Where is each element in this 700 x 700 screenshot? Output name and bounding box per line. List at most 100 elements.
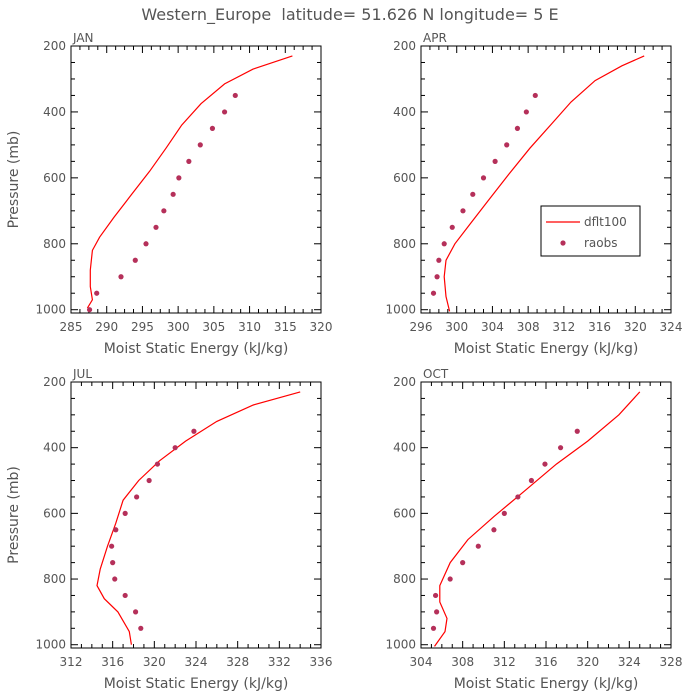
panel-label: JUL [72, 367, 92, 381]
data-point-raobs [134, 494, 140, 500]
data-point-raobs [432, 592, 439, 599]
data-point-raobs [154, 461, 161, 467]
x-tick-label: 336 [310, 655, 333, 669]
y-tick-label: 400 [393, 105, 416, 119]
panel-jul: JUL 312 316 320 324 328 332 336 200 400 600 800 1000… [6, 367, 332, 692]
y-tick-label: 400 [43, 105, 66, 119]
y-tick-label: 800 [393, 237, 416, 251]
data-point-raobs [161, 208, 167, 214]
data-point-raobs [532, 92, 538, 99]
plot-frame [420, 45, 672, 314]
y-tick-label: 800 [43, 572, 66, 586]
y-tick-label: 1000 [35, 303, 66, 317]
data-point-raobs [515, 494, 521, 500]
x-tick-label: 320 [310, 320, 333, 334]
x-tick-label: 315 [274, 320, 297, 334]
x-tick-label: 320 [576, 655, 599, 669]
x-tick-label: 304 [410, 655, 433, 669]
data-point-raobs [557, 445, 564, 451]
y-tick-label: 200 [43, 39, 66, 53]
y-tick-label: 400 [393, 441, 416, 455]
x-tick-label: 308 [517, 320, 540, 334]
data-point-raobs [143, 241, 149, 247]
y-tick-label: 600 [43, 171, 66, 185]
x-axis-label: Moist Static Energy (kJ/kg) [454, 341, 639, 357]
data-point-raobs [146, 477, 152, 484]
series-line-dflt100 [86, 55, 293, 309]
data-point-raobs [528, 477, 535, 484]
data-point-raobs [172, 445, 178, 451]
legend-box [540, 205, 641, 257]
data-point-raobs [436, 257, 442, 263]
y-tick-label: 800 [43, 237, 66, 251]
data-point-raobs [460, 208, 466, 214]
x-tick-label: 324 [660, 320, 683, 334]
legend: dflt100 raobs [540, 205, 641, 257]
data-point-raobs [86, 307, 93, 313]
data-point-raobs [112, 576, 118, 582]
y-tick-label: 1000 [35, 638, 66, 652]
x-tick-label: 328 [660, 655, 683, 669]
x-tick-label: 300 [167, 320, 190, 334]
legend-line-label: dflt100 [584, 215, 627, 229]
y-tick-label: 200 [43, 375, 66, 389]
data-point-raobs [113, 527, 119, 533]
data-point-raobs [197, 142, 203, 148]
legend-point-swatch [560, 240, 566, 246]
data-point-raobs [523, 109, 529, 115]
panel-apr: APR 296 300 304 308 312 316 320 324 200 400 600 800 1… [385, 31, 682, 357]
data-point-raobs [221, 109, 228, 115]
x-tick-label: 290 [95, 320, 118, 334]
x-tick-label: 320 [143, 655, 166, 669]
y-axis-label: Pressure (mb) [6, 466, 22, 564]
data-point-raobs [110, 560, 116, 566]
plot-frame [70, 381, 322, 649]
x-tick-label: 308 [451, 655, 474, 669]
x-tick-label: 296 [410, 320, 433, 334]
data-point-raobs [109, 543, 115, 549]
x-tick-label: 316 [535, 655, 558, 669]
x-tick-label: 324 [618, 655, 641, 669]
data-point-raobs [170, 191, 176, 197]
data-point-raobs [232, 92, 238, 99]
data-point-raobs [430, 625, 437, 631]
data-point-raobs [186, 158, 192, 164]
data-point-raobs [441, 241, 447, 247]
data-point-raobs [449, 224, 455, 230]
x-tick-label: 285 [60, 320, 83, 334]
panel-label: OCT [423, 367, 449, 381]
data-point-raobs [138, 625, 144, 631]
data-point-raobs [574, 428, 580, 434]
data-point-raobs [132, 257, 138, 263]
x-tick-label: 312 [493, 655, 516, 669]
x-axis-label: Moist Static Energy (kJ/kg) [104, 341, 289, 357]
data-point-raobs [209, 125, 216, 132]
x-tick-label: 312 [552, 320, 575, 334]
data-point-raobs [434, 274, 440, 280]
y-tick-label: 200 [393, 375, 416, 389]
data-point-raobs [122, 510, 128, 516]
x-tick-label: 320 [624, 320, 647, 334]
x-tick-label: 324 [185, 655, 208, 669]
data-point-raobs [94, 290, 100, 296]
x-tick-label: 295 [131, 320, 154, 334]
data-point-raobs [176, 175, 182, 181]
plot-frame [420, 381, 672, 649]
y-tick-label: 400 [43, 441, 66, 455]
data-point-raobs [492, 158, 498, 164]
y-tick-label: 200 [393, 39, 416, 53]
data-point-raobs [504, 142, 510, 148]
data-point-raobs [475, 543, 481, 549]
x-tick-label: 316 [101, 655, 124, 669]
data-point-raobs [153, 224, 159, 230]
panel-label: APR [423, 31, 447, 45]
series-line-dflt100 [443, 55, 645, 312]
data-point-raobs [501, 510, 507, 516]
y-tick-label: 600 [393, 171, 416, 185]
data-point-raobs [191, 428, 197, 434]
y-tick-label: 600 [43, 506, 66, 520]
data-point-raobs [480, 175, 487, 181]
data-point-raobs [118, 274, 124, 280]
x-tick-label: 328 [226, 655, 249, 669]
